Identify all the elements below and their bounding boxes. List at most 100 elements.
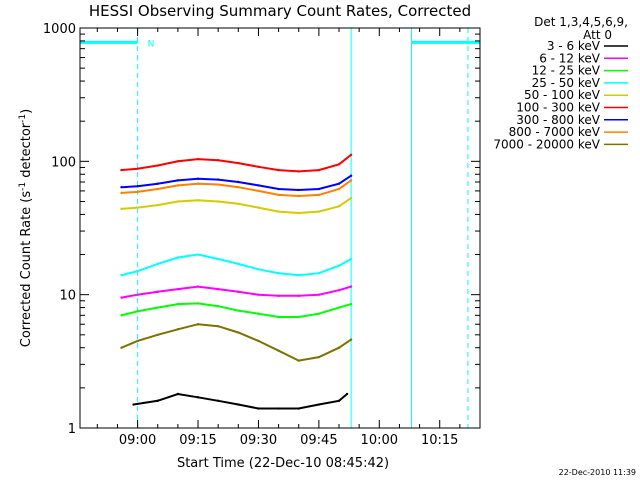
legend-label: 3 - 6 keV [547, 39, 601, 53]
series-point [297, 294, 300, 298]
series-point [257, 268, 260, 271]
series-point [136, 269, 139, 273]
series-point [317, 355, 321, 359]
series-point [136, 167, 139, 170]
series-point [317, 187, 321, 191]
y-axis-label-mid: detector [19, 122, 34, 182]
chart-title: HESSI Observing Summary Count Rates, Cor… [89, 2, 471, 20]
series-point [120, 346, 123, 349]
series-point [136, 190, 139, 194]
series-point [156, 164, 159, 167]
series-point [317, 312, 321, 315]
series-point [297, 273, 300, 277]
y-axis-label-main: Corrected Count Rate (s [19, 191, 34, 348]
series-point [277, 407, 280, 410]
series-point [237, 161, 240, 165]
y-tick-label: 1 [68, 422, 76, 437]
series-point [337, 187, 341, 191]
series-point [337, 346, 341, 349]
series-point [345, 392, 349, 396]
series-point [216, 399, 220, 402]
series-point [196, 177, 200, 180]
series-point [136, 206, 139, 209]
x-tick-label: 09:15 [179, 433, 216, 448]
legend-label: 300 - 800 keV [516, 113, 600, 127]
series-point [337, 264, 341, 267]
legend-header-line1: Det 1,3,4,5,6,9, [534, 15, 628, 29]
series-point [156, 290, 159, 294]
x-axis-label: Start Time (22-Dec-10 08:45:42) [177, 456, 389, 471]
y-tick-label: 1000 [43, 22, 76, 37]
series-point [216, 325, 220, 328]
series-point [297, 407, 300, 410]
series-point [120, 185, 123, 189]
x-tick-label: 10:00 [361, 433, 398, 448]
series-point [196, 302, 200, 305]
series-point [196, 182, 200, 185]
series-point [120, 296, 123, 299]
series-point [136, 185, 139, 188]
series-point [277, 349, 280, 352]
series-point [237, 290, 240, 294]
legend-label: 7000 - 20000 keV [493, 137, 600, 151]
series-point [176, 302, 180, 306]
series-point [257, 189, 260, 193]
series-point [297, 211, 300, 215]
series-point [317, 210, 321, 213]
series-point [237, 185, 240, 189]
series-point [176, 328, 180, 331]
axis-layer: 09:00 09:15 09:30 09:45 10:00 10:15 1 10 100 1000 [43, 22, 481, 448]
series-point [237, 331, 240, 334]
series-line [121, 302, 352, 318]
series-point [156, 182, 159, 185]
legend-label: 800 - 7000 keV [509, 125, 601, 139]
series-point [196, 396, 200, 399]
legend-label: 50 - 100 keV [524, 88, 601, 102]
legend-header-line2: Att 0 [583, 28, 612, 42]
series-point [349, 153, 353, 156]
series-point [132, 403, 135, 406]
series-point [337, 205, 341, 208]
series-point [349, 196, 353, 200]
series-point [257, 339, 260, 343]
series-point [297, 315, 300, 319]
series-point [277, 168, 280, 172]
series-point [176, 287, 180, 291]
x-tick-label: 09:00 [119, 433, 156, 448]
series-line [121, 197, 352, 215]
series-line [121, 285, 352, 299]
series-point [297, 359, 300, 362]
series-point [349, 257, 353, 261]
series-point [317, 403, 321, 406]
y-tick-label: 10 [59, 289, 76, 304]
series-point [297, 188, 300, 192]
series-point [176, 392, 180, 396]
x-tick-label: 09:30 [240, 433, 277, 448]
series-point [196, 285, 200, 288]
series-point [216, 158, 220, 162]
series-point [156, 187, 159, 191]
series-point [257, 184, 260, 187]
series-point [176, 160, 180, 163]
series-point [156, 306, 159, 309]
series-point [257, 312, 260, 315]
series-point [337, 399, 341, 402]
plot-frame [79, 27, 481, 429]
series-point [277, 187, 280, 191]
series-point [156, 262, 159, 266]
series-point [297, 194, 300, 198]
series-point [317, 271, 321, 275]
series-point [196, 199, 200, 202]
y-axis-label: Corrected Count Rate (s-1 detector-1) [18, 109, 34, 347]
series-point [176, 256, 180, 259]
footer-timestamp: 22-Dec-2010 11:39 [559, 468, 636, 477]
series-point [277, 315, 280, 319]
series-point [337, 306, 341, 309]
legend-label: 12 - 25 keV [532, 64, 601, 78]
series-point [349, 285, 353, 288]
x-tick-label: 09:45 [300, 433, 337, 448]
annotation-label: N [148, 39, 155, 49]
series-line [121, 253, 352, 277]
series-point [349, 174, 353, 177]
series-point [176, 200, 180, 203]
